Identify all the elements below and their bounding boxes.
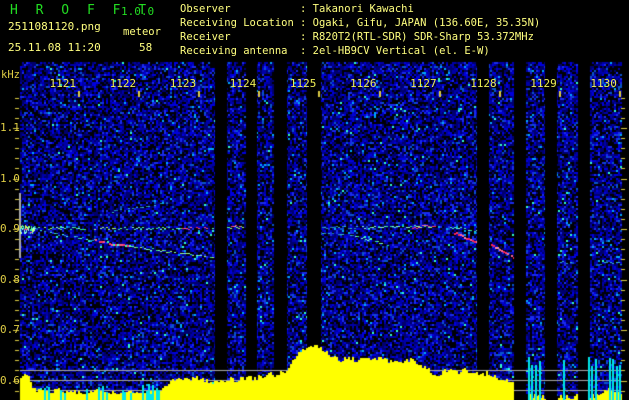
time-label: 1129 <box>530 77 557 90</box>
info-row: Observer : Takanori Kawachi <box>180 3 414 15</box>
freq-label: 0.8 <box>0 272 20 286</box>
info-row: Receiving antenna : 2el-HB9CV Vertical (e… <box>180 45 490 57</box>
info-row-value: : Takanori Kawachi <box>300 3 414 15</box>
info-row: Receiving Location : Ogaki, Gifu, JAPAN (… <box>180 17 540 29</box>
datetime-label: 25.11.08 11:20 <box>8 41 101 54</box>
freq-label: 0.6 <box>0 373 20 387</box>
time-label: 1130 <box>590 77 617 90</box>
time-label: 1121 <box>49 77 77 90</box>
freq-label: 0.7 <box>0 323 20 336</box>
app-title: H R O F F T <box>10 3 152 18</box>
time-label: 1126 <box>350 77 377 90</box>
info-row-value: : R820T2(RTL-SDR) SDR-Sharp 53.372MHz <box>300 31 534 43</box>
freq-label: 1.0 <box>0 171 20 185</box>
meteor-count: 58 <box>139 41 153 54</box>
info-row-label: Receiving antenna <box>180 45 288 57</box>
info-row-label: Receiver <box>180 31 231 43</box>
output-filename: 2511081120.png <box>8 20 101 33</box>
freq-label: 0.9 <box>0 222 20 235</box>
info-row-label: Observer <box>180 3 231 15</box>
time-label: 1124 <box>229 77 257 90</box>
app-version: 1.0.0 <box>121 5 155 18</box>
time-label: 1125 <box>289 77 317 90</box>
info-row-value: : Ogaki, Gifu, JAPAN (136.60E, 35.35N) <box>300 17 541 29</box>
info-row: Receiver : R820T2(RTL-SDR) SDR-Sharp 53.3… <box>180 31 534 43</box>
time-label: 1122 <box>109 77 137 90</box>
time-label: 1127 <box>410 77 437 90</box>
info-row-label: Receiving Location <box>180 17 294 29</box>
mode-label: meteor <box>123 26 161 38</box>
info-row-value: : 2el-HB9CV Vertical (el. E-W) <box>300 45 490 57</box>
freq-label: 1.1 <box>0 121 20 134</box>
freq-axis-unit: kHz <box>1 69 20 81</box>
time-label: 1123 <box>169 77 197 90</box>
time-label: 1128 <box>470 77 497 90</box>
